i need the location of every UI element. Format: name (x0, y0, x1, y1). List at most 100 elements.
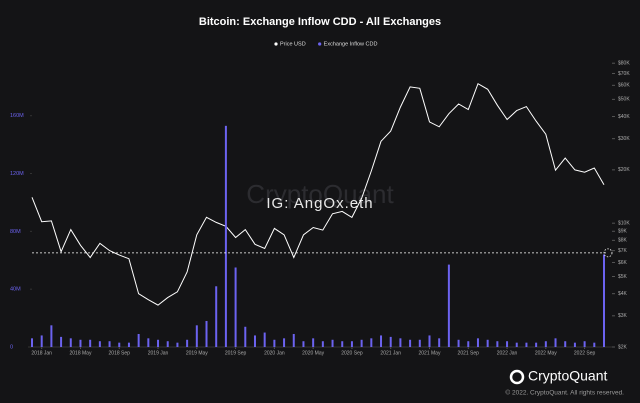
cdd-bar (554, 338, 557, 347)
cdd-bar (50, 325, 53, 347)
cdd-bar (79, 339, 82, 347)
cdd-bar (467, 341, 470, 347)
cdd-bar (40, 335, 43, 347)
cdd-bar (360, 339, 363, 347)
x-tick-label: 2019 May (186, 350, 208, 356)
cdd-bar (476, 338, 479, 347)
cdd-bar (564, 341, 567, 347)
cdd-bar (389, 336, 392, 347)
price-line (31, 82, 605, 306)
cdd-bar (60, 336, 63, 347)
cdd-bar (496, 341, 499, 347)
x-tick-label: 2018 Jan (31, 350, 52, 356)
cdd-bar (350, 341, 353, 347)
brand: CryptoQuant (528, 368, 607, 384)
x-tick-label: 2022 May (535, 350, 557, 356)
x-tick-label: 2022 Sep (574, 350, 596, 356)
cdd-bar (89, 339, 92, 347)
x-tick-label: 2019 Jan (148, 350, 169, 356)
cdd-bar (486, 339, 489, 347)
cdd-bar (428, 335, 431, 347)
x-tick-label: 2019 Sep (225, 350, 247, 356)
cdd-bar (515, 342, 518, 347)
cdd-bar (399, 338, 402, 347)
y2-tick-label: $8K (618, 238, 628, 244)
cdd-bar (525, 342, 528, 347)
reference-marker (603, 248, 613, 258)
cdd-bar (438, 338, 441, 347)
cdd-bar (205, 320, 208, 347)
y2-tick-label: $2K (618, 344, 628, 350)
y2-tick-label: $80K (618, 61, 630, 67)
y-tick-label: 40M (10, 287, 21, 293)
cdd-bar (292, 333, 295, 347)
y2-tick-label: $30K (618, 136, 630, 142)
cdd-bar (341, 341, 344, 347)
cdd-bar (166, 341, 169, 347)
cdd-bar (573, 342, 576, 347)
cdd-bar (331, 339, 334, 347)
y2-tick-label: $6K (618, 260, 628, 266)
cdd-bar (457, 339, 460, 347)
y2-tick-label: $7K (618, 248, 628, 254)
y2-tick-label: $70K (618, 71, 630, 77)
cdd-bar (583, 341, 586, 347)
cdd-bar (253, 335, 256, 347)
cdd-bar (244, 326, 247, 347)
y2-tick-label: $60K (618, 83, 630, 89)
watermark: CryptoQuant (246, 179, 394, 209)
cdd-bar (312, 338, 315, 347)
x-tick-label: 2018 Sep (109, 350, 131, 356)
x-tick-label: 2021 Sep (458, 350, 480, 356)
y2-tick-label: $9K (618, 229, 628, 235)
cdd-bar (108, 341, 111, 347)
x-tick-label: 2020 Sep (341, 350, 363, 356)
cdd-bar (118, 342, 121, 347)
cdd-bar (447, 264, 450, 347)
y2-tick-label: $20K (618, 167, 630, 173)
legend-label: Price USD (280, 41, 306, 47)
cdd-bar (593, 342, 596, 347)
cdd-bar (380, 335, 383, 347)
legend-swatch (318, 42, 322, 46)
cdd-bar (195, 325, 198, 347)
cdd-bar (302, 341, 305, 347)
cdd-bar (535, 342, 538, 347)
cdd-bar (603, 254, 605, 347)
logo-icon (509, 369, 525, 385)
annotation: IG: AngOx.eth (266, 195, 373, 212)
cdd-bar (98, 341, 101, 347)
y2-tick-label: $40K (618, 114, 630, 120)
x-tick-label: 2021 May (419, 350, 441, 356)
logo: CryptoQuant © 2022. CryptoQuant. All rig… (505, 368, 624, 397)
x-tick-label: 2020 Jan (264, 350, 285, 356)
cdd-bar (234, 267, 237, 347)
cdd-bar (544, 341, 547, 347)
x-tick-label: 2021 Jan (380, 350, 401, 356)
cdd-bar (224, 125, 227, 347)
y-tick-label: 80M (10, 229, 21, 235)
cdd-bar (409, 339, 412, 347)
x-tick-label: 2018 May (69, 350, 91, 356)
cdd-bar (157, 339, 160, 347)
cdd-bar (147, 338, 150, 347)
cdd-bar (176, 342, 179, 347)
cdd-bar (69, 338, 72, 347)
chart-title: Bitcoin: Exchange Inflow CDD - All Excha… (199, 16, 441, 28)
cdd-bar (263, 332, 266, 347)
x-tick-label: 2022 Jan (497, 350, 518, 356)
cdd-bar (506, 341, 509, 347)
y-tick-label: 0 (10, 344, 13, 350)
y-tick-label: 160M (10, 113, 24, 119)
cdd-bar (31, 338, 33, 347)
cdd-bar (321, 341, 324, 347)
cdd-bar (418, 339, 421, 347)
cdd-bar (137, 333, 140, 347)
legend-label: Exchange Inflow CDD (324, 41, 378, 47)
y2-tick-label: $50K (618, 97, 630, 103)
copyright: © 2022. CryptoQuant. All rights reserved… (505, 389, 624, 397)
y2-tick-label: $5K (618, 274, 628, 280)
